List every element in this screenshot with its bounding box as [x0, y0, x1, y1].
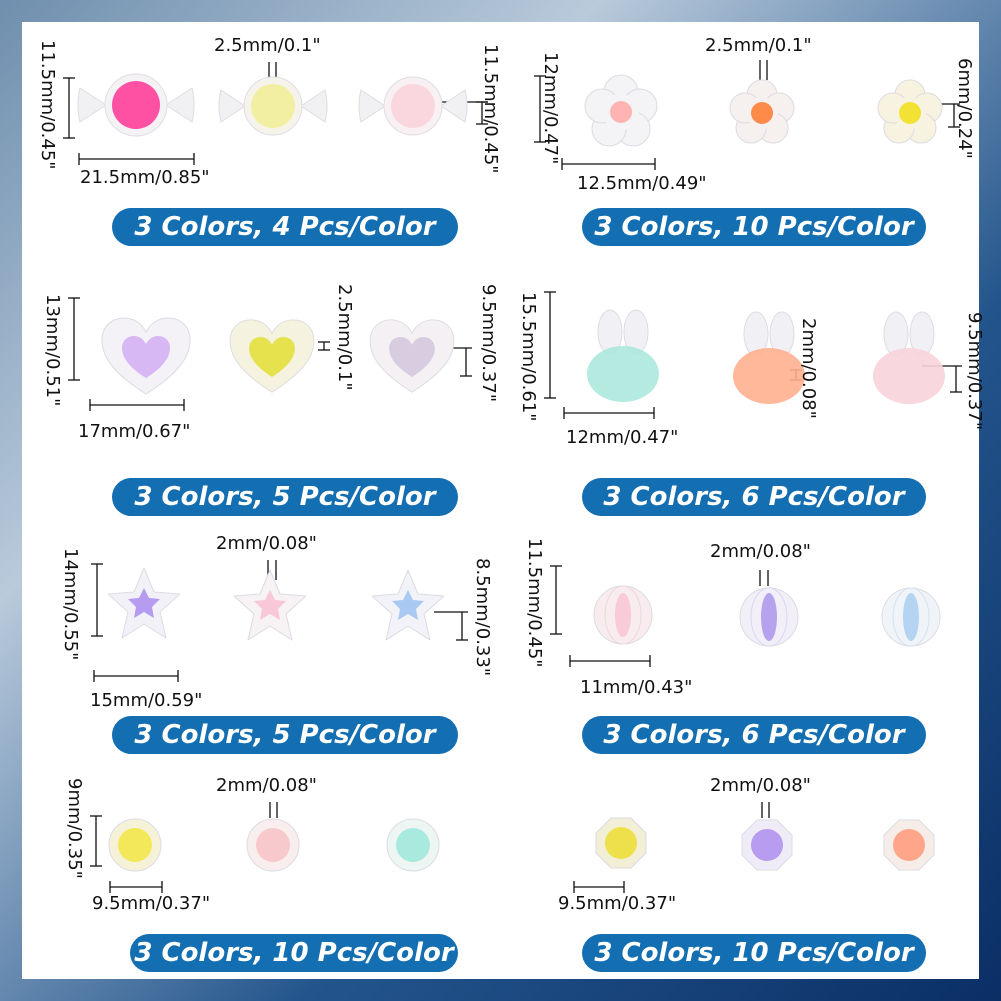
heart-hole-label: 2.5mm/0.1" [334, 284, 355, 391]
faceted-bead-2-core [751, 829, 783, 861]
faceted-bead-3-core [893, 829, 925, 861]
candy-bead-3 [358, 76, 468, 136]
faceted-bead-2 [741, 819, 793, 871]
round-bead-1-core [118, 828, 152, 862]
section-banner-star: 3 Colors, 5 Pcs/Color [112, 716, 458, 754]
candy-height-label: 11.5mm/0.45" [37, 40, 58, 170]
section-banner-heart: 3 Colors, 5 Pcs/Color [112, 478, 458, 516]
dimension-lines [90, 802, 278, 893]
section-heart-beads: 13mm/0.51" 17mm/0.67" 2.5mm/0.1" 9.5mm/0… [22, 262, 500, 516]
faceted-bead-1-core [605, 827, 637, 859]
bunny-bead-3-core [873, 348, 945, 404]
dimension-lines [534, 60, 960, 170]
star-bead-3 [371, 569, 445, 641]
dimension-lines [573, 802, 770, 893]
section-banner-faceted: 3 Colors, 10 Pcs/Color [582, 934, 926, 972]
bunny-bead-1 [587, 309, 659, 402]
lantern-width-label: 11mm/0.43" [580, 677, 693, 698]
section-banner-bunny: 3 Colors, 6 Pcs/Color [582, 478, 926, 516]
candy-bead-1-core [112, 81, 160, 129]
flower-hole-label: 2.5mm/0.1" [705, 35, 812, 56]
bunny-bead-3 [873, 311, 945, 404]
candy-bead-2 [218, 76, 328, 136]
flower-inner-label: 6mm/0.24" [954, 58, 975, 159]
flower-bead-3-core [899, 102, 921, 124]
section-star-beads: 14mm/0.55" 15mm/0.59" 2mm/0.08" 8.5mm/0.… [22, 502, 500, 754]
product-panel: 11.5mm/0.45" 21.5mm/0.85" 2.5mm/0.1" 11.… [22, 22, 985, 982]
star-bead-2 [233, 569, 307, 641]
heart-bead-1 [101, 317, 191, 395]
section-bunny-beads: 15.5mm/0.61" 12mm/0.47" 2mm/0.08" 9.5mm/… [500, 262, 985, 516]
candy-bead-1 [77, 73, 195, 137]
round-bead-3-core [396, 828, 430, 862]
lantern-bead-2-core [761, 593, 777, 641]
lantern-bead-2 [739, 587, 799, 647]
lantern-height-label: 11.5mm/0.45" [524, 538, 545, 668]
dimension-lines [550, 565, 769, 667]
round-height-label: 9mm/0.35" [64, 778, 85, 879]
section-faceted-beads: 9.5mm/0.37" 2mm/0.08" 3 Colors, 10 Pcs/C… [500, 742, 978, 982]
heart-width-label: 17mm/0.67" [78, 421, 191, 442]
section-banner-flower: 3 Colors, 10 Pcs/Color [582, 208, 926, 246]
faceted-hole-label: 2mm/0.08" [710, 775, 811, 796]
star-hole-label: 2mm/0.08" [216, 533, 317, 554]
candy-hole-label: 2.5mm/0.1" [214, 35, 321, 56]
lantern-bead-1-core [615, 593, 631, 637]
round-bead-1 [108, 818, 162, 872]
candy-bead-3-core [391, 84, 435, 128]
heart-bead-2-core [249, 336, 295, 377]
flower-width-label: 12.5mm/0.49" [577, 173, 707, 194]
round-hole-label: 2mm/0.08" [216, 775, 317, 796]
section-round-beads: 9mm/0.35" 9.5mm/0.37" 2mm/0.08" 3 Colors… [22, 742, 500, 982]
faceted-bead-3 [883, 819, 935, 871]
flower-height-label: 12mm/0.47" [540, 52, 561, 165]
heart-bead-2 [229, 319, 315, 393]
heart-bead-1-core [122, 336, 170, 378]
star-height-label: 14mm/0.55" [60, 548, 81, 661]
star-bead-1-core [128, 588, 160, 618]
round-width-label: 9.5mm/0.37" [92, 893, 211, 914]
bunny-hole-label: 2mm/0.08" [798, 318, 819, 419]
faceted-bead-1 [595, 817, 647, 869]
round-bead-3 [386, 818, 440, 872]
flower-bead-3 [877, 79, 943, 144]
section-lantern-beads: 11.5mm/0.45" 11mm/0.43" 2mm/0.08" 3 Colo… [500, 502, 978, 754]
flower-bead-2-core [751, 102, 773, 124]
lantern-bead-3-core [903, 593, 919, 641]
round-bead-2-core [256, 828, 290, 862]
bunny-height-label: 15.5mm/0.61" [518, 292, 539, 422]
bunny-bead-2-core [733, 348, 805, 404]
candy-width-label: 21.5mm/0.85" [80, 167, 210, 188]
heart-bead-3-core [389, 336, 435, 377]
candy-inner-label: 11.5mm/0.45" [480, 44, 501, 174]
star-inner-label: 8.5mm/0.33" [472, 558, 493, 677]
bunny-bead-1-core [587, 346, 659, 402]
star-width-label: 15mm/0.59" [90, 690, 203, 711]
flower-bead-1-core [610, 101, 632, 123]
heart-height-label: 13mm/0.51" [42, 294, 63, 407]
faceted-width-label: 9.5mm/0.37" [558, 893, 677, 914]
star-bead-3-core [392, 590, 424, 620]
heart-bead-3 [369, 319, 455, 393]
lantern-hole-label: 2mm/0.08" [710, 541, 811, 562]
flower-bead-2 [729, 79, 795, 144]
section-banner-lantern: 3 Colors, 6 Pcs/Color [582, 716, 926, 754]
section-banner-round: 3 Colors, 10 Pcs/Color [130, 934, 458, 972]
round-bead-2 [246, 818, 300, 872]
lantern-bead-3 [881, 587, 941, 647]
lantern-bead-1 [593, 585, 653, 645]
bunny-inner-label: 9.5mm/0.37" [964, 312, 985, 431]
section-flower-beads: 12mm/0.47" 12.5mm/0.49" 2.5mm/0.1" 6mm/0… [500, 22, 978, 262]
candy-bead-2-core [251, 84, 295, 128]
section-candy-beads: 11.5mm/0.45" 21.5mm/0.85" 2.5mm/0.1" 11.… [22, 22, 501, 262]
bunny-bead-2 [733, 311, 805, 404]
dimension-lines [68, 297, 472, 411]
flower-bead-1 [584, 74, 658, 147]
heart-inner-label: 9.5mm/0.37" [478, 284, 499, 403]
bunny-width-label: 12mm/0.47" [566, 427, 679, 448]
star-bead-1 [107, 567, 181, 639]
section-banner-candy: 3 Colors, 4 Pcs/Color [112, 208, 458, 246]
star-bead-2-core [254, 590, 286, 620]
